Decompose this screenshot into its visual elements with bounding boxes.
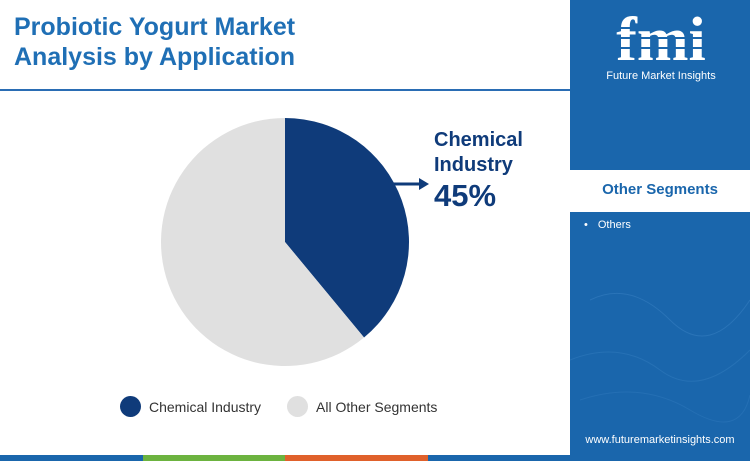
- legend-swatch-all-other-segments: [287, 396, 309, 417]
- fmi-logo: fmi Future Market Insights: [586, 6, 736, 88]
- website-url: www.futuremarketinsights.com: [585, 434, 735, 446]
- bottom-bar-segment-1: [0, 455, 143, 461]
- title-divider: [0, 89, 570, 91]
- legend-swatch-chemical-industry: [120, 396, 141, 417]
- legend-label-all-other-segments: All Other Segments: [316, 398, 438, 415]
- legend-label-chemical-industry: Chemical Industry: [149, 398, 262, 415]
- pie-slice-chemical-industry: [285, 118, 409, 338]
- sidebar-texture: [570, 292, 750, 423]
- chart-legend: Chemical Industry All Other Segments: [120, 396, 463, 417]
- legend-item-chemical-industry: Chemical Industry: [120, 396, 261, 417]
- pie-slice-all-other-segments: [161, 118, 365, 366]
- segments-list: Others: [584, 218, 631, 232]
- main-panel: Probiotic Yogurt Market Analysis by Appl…: [0, 12, 570, 461]
- bottom-bar-segment-4: [427, 455, 570, 461]
- sidebar-panel: fmi Future Market Insights Other Segment…: [570, 0, 750, 461]
- segments-header-box: Other Segments: [570, 170, 750, 212]
- callout-arrow-icon: [393, 178, 429, 190]
- segments-title: Other Segments: [602, 181, 718, 198]
- segment-item-others: Others: [584, 218, 631, 232]
- callout-label: Chemical Industry: [434, 128, 523, 178]
- logo-caption: Future Market Insights: [606, 70, 716, 82]
- callout-label-line-1: Chemical: [434, 129, 523, 151]
- bottom-color-bar: [0, 455, 570, 461]
- bottom-bar-segment-2: [142, 455, 285, 461]
- title-line-1: Probiotic Yogurt Market: [14, 13, 296, 41]
- title-line-2: Analysis by Application: [14, 43, 296, 71]
- bottom-bar-segment-3: [285, 455, 428, 461]
- page-title: Probiotic Yogurt Market Analysis by Appl…: [14, 12, 295, 72]
- pie-chart: [161, 118, 409, 366]
- legend-item-all-other-segments: All Other Segments: [287, 396, 437, 417]
- fmi-logo-letters: fmi: [616, 8, 706, 68]
- callout-value: 45%: [434, 178, 497, 213]
- callout-label-line-2: Industry: [434, 154, 513, 176]
- fmi-logo-mark: fmi: [594, 6, 728, 74]
